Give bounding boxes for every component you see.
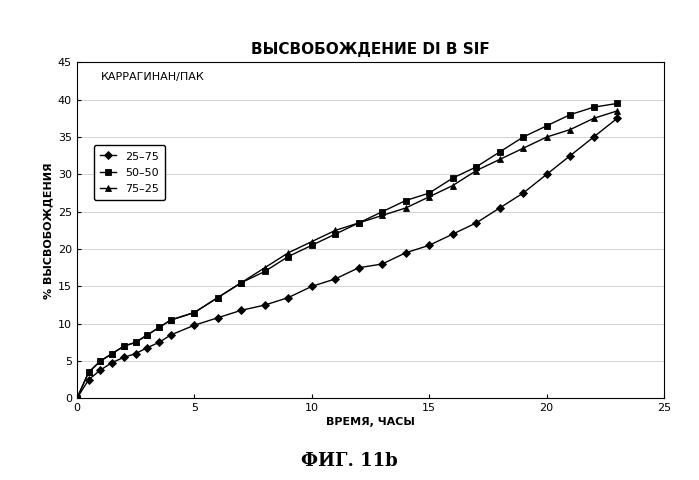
75–25 (214, 295, 222, 300)
75–25 (472, 168, 480, 174)
50–50 (566, 112, 575, 118)
50–50 (589, 104, 598, 110)
25–75 (214, 315, 222, 321)
25–75 (120, 354, 128, 360)
50–50 (519, 134, 527, 140)
75–25 (237, 280, 245, 286)
25–75 (108, 360, 116, 365)
25–75 (284, 295, 292, 300)
25–75 (261, 302, 269, 308)
Text: КАРРАГИНАН/ПАК: КАРРАГИНАН/ПАК (101, 72, 204, 83)
75–25 (108, 351, 116, 357)
75–25 (166, 317, 175, 323)
25–75 (589, 134, 598, 140)
25–75 (143, 345, 152, 350)
Line: 25–75: 25–75 (74, 116, 620, 401)
75–25 (378, 213, 387, 218)
50–50 (354, 220, 363, 226)
50–50 (120, 343, 128, 349)
Line: 50–50: 50–50 (74, 101, 620, 401)
50–50 (284, 253, 292, 259)
25–75 (131, 351, 140, 357)
75–25 (261, 265, 269, 271)
75–25 (401, 205, 410, 211)
50–50 (401, 198, 410, 204)
25–75 (542, 171, 551, 177)
50–50 (108, 351, 116, 357)
50–50 (496, 149, 504, 155)
75–25 (496, 156, 504, 162)
50–50 (261, 269, 269, 275)
25–75 (96, 367, 105, 373)
75–25 (131, 339, 140, 345)
25–75 (449, 231, 457, 237)
25–75 (85, 377, 93, 383)
X-axis label: ВРЕМЯ, ЧАСЫ: ВРЕМЯ, ЧАСЫ (326, 418, 415, 427)
25–75 (155, 339, 164, 345)
50–50 (96, 358, 105, 364)
25–75 (73, 396, 81, 401)
25–75 (472, 220, 480, 226)
25–75 (166, 332, 175, 338)
75–25 (331, 228, 340, 233)
Y-axis label: % ВЫСВОБОЖДЕНИЯ: % ВЫСВОБОЖДЕНИЯ (44, 162, 54, 299)
50–50 (308, 242, 316, 248)
Text: ФИГ. 11b: ФИГ. 11b (301, 452, 398, 470)
50–50 (449, 175, 457, 181)
50–50 (237, 280, 245, 286)
25–75 (378, 261, 387, 267)
50–50 (73, 396, 81, 401)
50–50 (214, 295, 222, 300)
50–50 (143, 332, 152, 338)
25–75 (237, 307, 245, 313)
50–50 (378, 209, 387, 215)
25–75 (566, 153, 575, 158)
75–25 (613, 108, 621, 114)
50–50 (190, 310, 199, 315)
75–25 (449, 183, 457, 189)
25–75 (496, 205, 504, 211)
50–50 (425, 190, 433, 196)
25–75 (401, 250, 410, 256)
75–25 (425, 194, 433, 200)
25–75 (308, 284, 316, 289)
50–50 (166, 317, 175, 323)
75–25 (354, 220, 363, 226)
75–25 (155, 324, 164, 330)
50–50 (613, 101, 621, 107)
25–75 (354, 265, 363, 271)
75–25 (73, 396, 81, 401)
50–50 (131, 339, 140, 345)
Title: ВЫСВОБОЖДЕНИЕ DI В SIF: ВЫСВОБОЖДЕНИЕ DI В SIF (251, 42, 490, 57)
75–25 (519, 145, 527, 151)
75–25 (566, 127, 575, 132)
Legend: 25–75, 50–50, 75–25: 25–75, 50–50, 75–25 (94, 145, 165, 200)
75–25 (589, 116, 598, 121)
75–25 (190, 310, 199, 315)
75–25 (143, 332, 152, 338)
75–25 (120, 343, 128, 349)
Line: 75–25: 75–25 (74, 108, 620, 401)
75–25 (284, 250, 292, 256)
25–75 (190, 323, 199, 328)
50–50 (472, 164, 480, 170)
75–25 (96, 358, 105, 364)
50–50 (155, 324, 164, 330)
25–75 (519, 190, 527, 196)
50–50 (331, 231, 340, 237)
25–75 (425, 242, 433, 248)
75–25 (85, 370, 93, 375)
50–50 (85, 370, 93, 375)
50–50 (542, 123, 551, 129)
75–25 (308, 239, 316, 244)
25–75 (613, 116, 621, 121)
75–25 (542, 134, 551, 140)
25–75 (331, 276, 340, 282)
